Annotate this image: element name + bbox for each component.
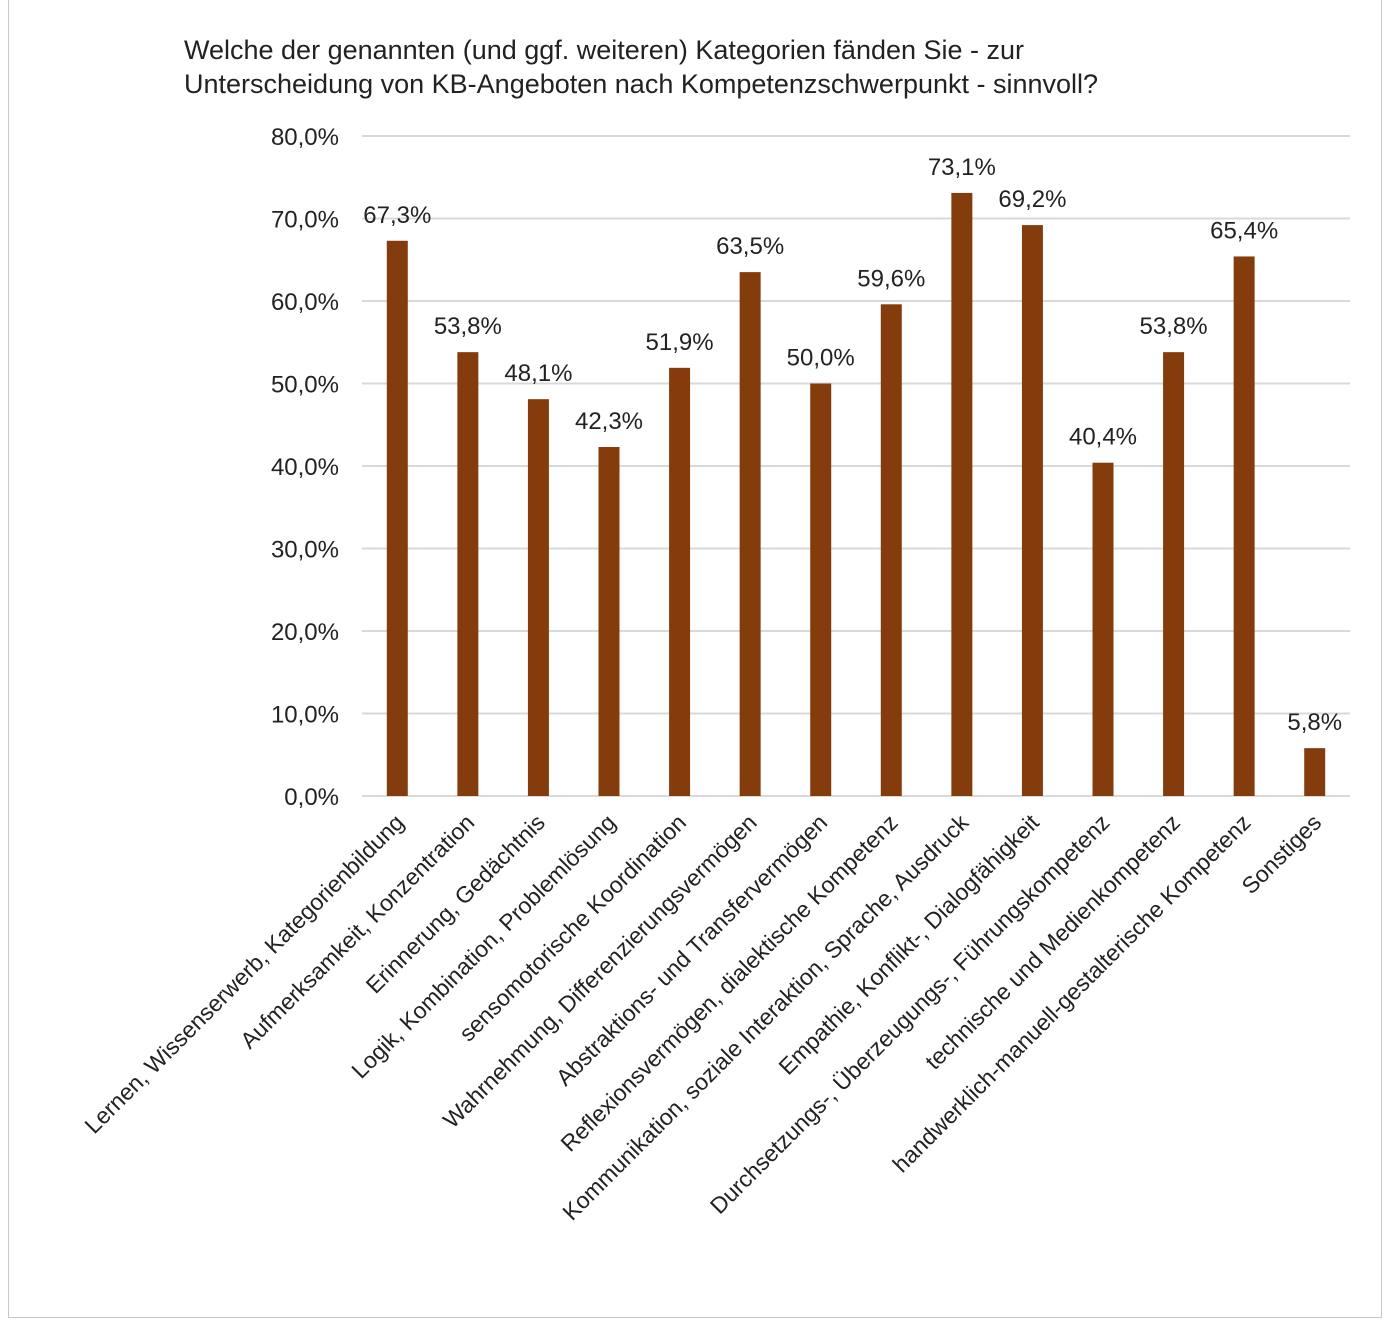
data-label: 53,8% [1140, 313, 1208, 340]
data-label: 48,1% [504, 360, 572, 387]
bar [669, 367, 691, 796]
bars [386, 192, 1326, 797]
bar [1304, 748, 1326, 796]
bar [386, 240, 408, 796]
x-tick-label: technische und Medienkompetenz [920, 809, 1185, 1074]
data-label: 5,8% [1287, 709, 1342, 736]
bar [739, 272, 761, 796]
y-tick-label: 10,0% [271, 702, 339, 729]
data-label: 67,3% [363, 202, 431, 229]
bar [1233, 256, 1255, 796]
bar [598, 447, 620, 796]
gridlines [362, 135, 1350, 797]
y-tick-label: 60,0% [271, 289, 339, 316]
data-label: 59,6% [857, 265, 925, 292]
y-axis-tick-labels: 0,0% 10,0% 20,0% 30,0% 40,0% 50,0% 60,0% 70,0% 8… [271, 124, 339, 811]
data-label: 51,9% [646, 329, 714, 356]
bar [1163, 352, 1185, 796]
data-label: 69,2% [998, 186, 1066, 213]
chart-title-line-2: Unterscheidung von KB-Angeboten nach Kom… [184, 69, 1099, 99]
bar [1021, 225, 1043, 797]
x-tick-label: Lernen, Wissenserwerb, Kategorienbildung [79, 809, 408, 1138]
y-tick-label: 30,0% [271, 537, 339, 564]
data-label: 42,3% [575, 408, 643, 435]
chart-title-line-1: Welche der genannten (und ggf. weiteren)… [184, 35, 1025, 65]
x-tick-label: Empathie, Konflikt-, Dialogfähigkeit [773, 809, 1044, 1080]
bar [527, 399, 549, 796]
x-axis-tick-labels: Lernen, Wissenserwerb, Kategorienbildung… [79, 809, 1326, 1226]
y-tick-label: 70,0% [271, 207, 339, 234]
bar [457, 352, 479, 796]
chart-title: Welche der genannten (und ggf. weiteren)… [184, 33, 1284, 101]
y-tick-label: 40,0% [271, 454, 339, 481]
data-label: 50,0% [787, 345, 855, 372]
bar [880, 304, 902, 796]
data-label: 73,1% [928, 154, 996, 181]
y-tick-label: 80,0% [271, 124, 339, 151]
bar [951, 192, 973, 797]
data-label: 63,5% [716, 233, 784, 260]
data-label: 40,4% [1069, 424, 1137, 451]
data-labels: 67,3%53,8%48,1%42,3%51,9%63,5%50,0%59,6%… [363, 154, 1342, 736]
y-tick-label: 0,0% [284, 784, 339, 811]
bar [810, 383, 832, 796]
y-tick-label: 50,0% [271, 372, 339, 399]
data-label: 53,8% [434, 313, 502, 340]
chart-frame [8, 0, 1382, 1318]
bar [1092, 462, 1114, 796]
y-tick-label: 20,0% [271, 619, 339, 646]
data-label: 65,4% [1210, 217, 1278, 244]
